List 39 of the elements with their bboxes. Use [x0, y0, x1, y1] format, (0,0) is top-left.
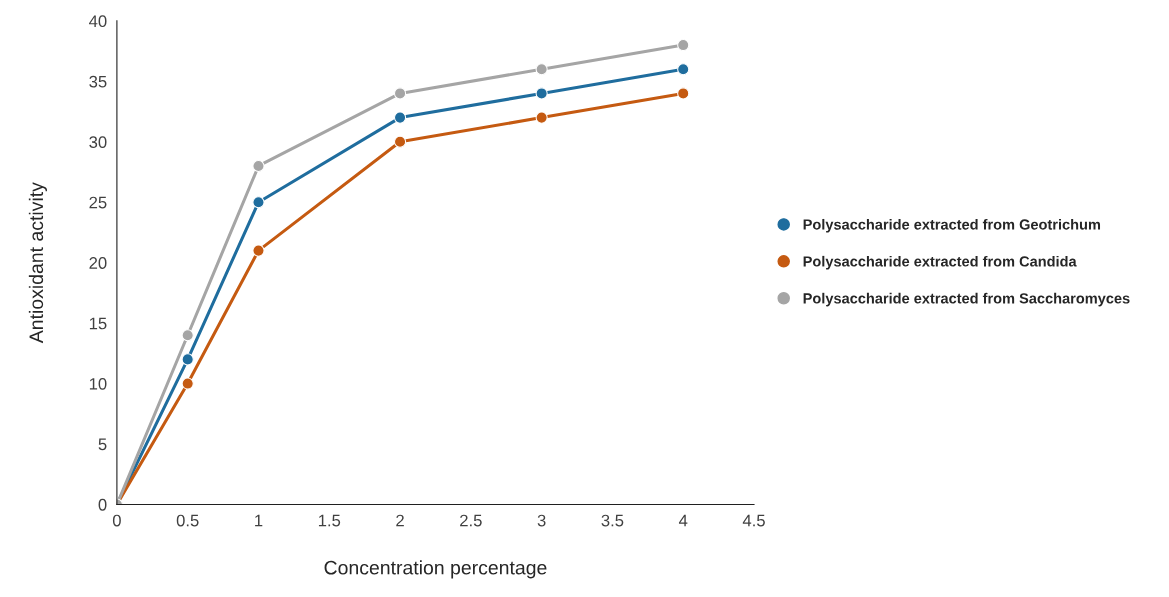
x-axis-title: Concentration percentage — [324, 560, 547, 579]
x-tick-label: 3.5 — [601, 514, 624, 527]
x-tick-label: 1 — [255, 514, 263, 527]
point — [393, 135, 407, 148]
point — [535, 87, 548, 100]
point — [677, 63, 690, 76]
x-tick-label: 3 — [537, 514, 546, 527]
y-tick-label: 25 — [89, 196, 107, 209]
point — [393, 111, 407, 124]
point — [677, 87, 690, 100]
point — [181, 377, 194, 390]
point — [181, 329, 194, 342]
x-tick-label: 0 — [112, 514, 121, 527]
x-tick-label: 4.5 — [742, 514, 765, 527]
legend-label: Polysaccharide extracted from Candida — [803, 255, 1077, 270]
y-tick-label: 5 — [98, 438, 107, 451]
x-tick-label: 2.5 — [460, 514, 482, 527]
y-tick-label: 35 — [89, 75, 107, 88]
point — [252, 159, 265, 173]
x-tick-label: 1.5 — [318, 514, 341, 527]
point — [535, 63, 548, 76]
y-tick-label: 20 — [89, 257, 107, 269]
y-axis-title: Antioxidant activity — [28, 182, 47, 344]
y-tick-label: 10 — [89, 377, 107, 390]
point — [252, 244, 265, 257]
x-tick-label: 0.5 — [176, 514, 199, 527]
y-tick-label: 40 — [89, 15, 107, 28]
point — [181, 353, 194, 366]
y-tick-label: 30 — [89, 136, 107, 148]
y-tick-label: 0 — [98, 498, 107, 511]
point — [677, 39, 690, 52]
y-tick-label: 15 — [89, 317, 107, 330]
point — [252, 196, 265, 209]
x-tick-label: 4 — [678, 514, 688, 527]
point — [393, 87, 407, 100]
legend-label: Polysaccharide extracted from Geotrichum — [803, 218, 1101, 233]
x-tick-label: 2 — [396, 514, 404, 527]
legend-label: Polysaccharide extracted from Saccharomyces — [803, 292, 1130, 307]
point — [535, 111, 548, 124]
